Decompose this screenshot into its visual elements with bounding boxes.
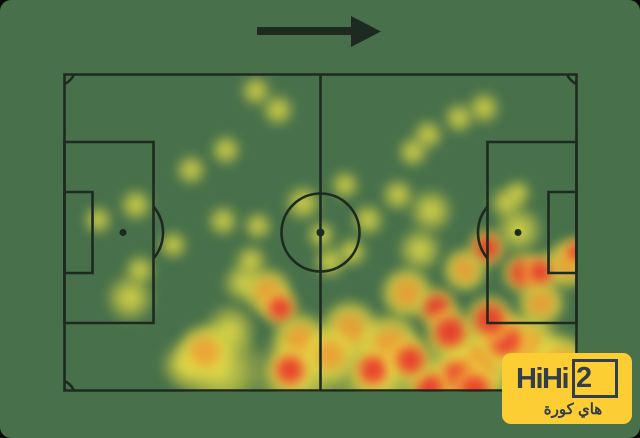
left-penalty-box xyxy=(65,142,154,323)
center-circle xyxy=(282,194,360,272)
logo-number: 2 xyxy=(576,362,593,394)
left-goal-box xyxy=(65,192,93,273)
right-penalty-spot xyxy=(514,229,522,236)
attack-direction-arrow-icon xyxy=(257,16,381,47)
center-spot xyxy=(316,228,325,237)
left-penalty-spot xyxy=(119,229,127,236)
left-penalty-arc xyxy=(154,207,164,259)
pitch-lines xyxy=(63,73,578,392)
corner-arc-bottom-left xyxy=(65,381,75,391)
hihi2-logo: HiHi 2 هاي كورة xyxy=(502,353,632,424)
logo-number-box: 2 xyxy=(572,359,618,398)
corner-arc-top-left xyxy=(65,75,75,85)
logo-text: HiHi xyxy=(516,363,570,395)
right-penalty-box xyxy=(488,142,577,323)
corner-arc-top-right xyxy=(567,75,577,85)
right-goal-box xyxy=(549,192,577,273)
right-penalty-arc xyxy=(478,207,488,259)
logo-subtitle: هاي كورة xyxy=(543,401,603,418)
logo-title-row: HiHi 2 xyxy=(516,359,618,399)
